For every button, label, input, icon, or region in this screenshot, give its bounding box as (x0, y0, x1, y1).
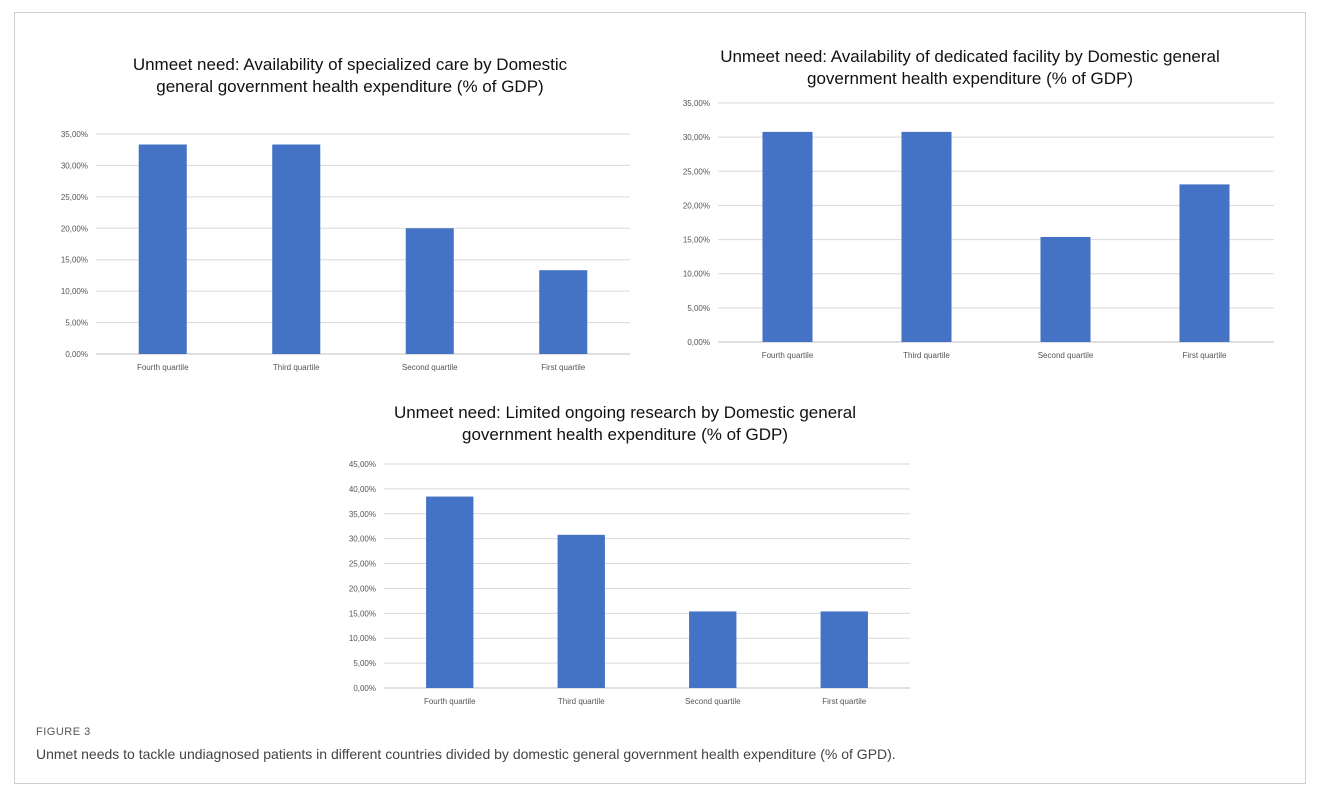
chart-title: Unmeet need: Availability of specialized… (132, 55, 568, 96)
bar (762, 131, 813, 342)
bar (405, 228, 454, 354)
x-tick-label: Fourth quartile (762, 351, 814, 360)
y-tick-label: 30,00% (61, 161, 88, 170)
y-tick-label: 20,00% (61, 224, 88, 233)
bar (557, 534, 605, 688)
y-tick-label: 0,00% (687, 338, 710, 347)
y-tick-label: 10,00% (61, 287, 88, 296)
x-tick-label: Second quartile (402, 363, 458, 372)
x-tick-label: Fourth quartile (137, 363, 189, 372)
x-tick-label: First quartile (541, 363, 586, 372)
bar (1040, 236, 1091, 342)
bar (138, 144, 187, 354)
chart-plot: 0,00% 5,00% 10,00% 15,00% 20,00% 25,00% 30,00%… (683, 99, 1274, 360)
figure-frame (14, 12, 1306, 784)
bar (539, 270, 588, 354)
chart-dedicated-facility: Unmeet need: Availability of dedicated f… (660, 46, 1290, 376)
y-tick-label: 20,00% (349, 584, 376, 593)
x-tick-label: Third quartile (558, 697, 605, 706)
bar (901, 131, 952, 342)
y-tick-label: 15,00% (61, 256, 88, 265)
y-tick-label: 25,00% (61, 193, 88, 202)
figure-label: FIGURE 3 (36, 726, 91, 738)
x-tick-label: Third quartile (903, 351, 950, 360)
y-tick-label: 15,00% (683, 236, 710, 245)
y-tick-label: 5,00% (353, 659, 376, 668)
bar (1179, 184, 1230, 342)
x-tick-label: First quartile (1182, 351, 1227, 360)
x-tick-label: Second quartile (685, 697, 741, 706)
y-tick-label: 20,00% (683, 201, 710, 210)
chart-ongoing-research: Unmeet need: Limited ongoing research by… (320, 402, 930, 712)
y-tick-label: 0,00% (353, 684, 376, 693)
y-tick-label: 35,00% (349, 510, 376, 519)
y-tick-label: 10,00% (683, 270, 710, 279)
bar (426, 496, 474, 688)
y-tick-label: 30,00% (349, 535, 376, 544)
y-tick-label: 25,00% (683, 167, 710, 176)
bar (820, 611, 868, 688)
y-tick-label: 5,00% (687, 304, 710, 313)
chart-title: Unmeet need: Limited ongoing research by… (393, 403, 857, 444)
x-tick-label: First quartile (822, 697, 867, 706)
chart-title: Unmeet need: Availability of dedicated f… (720, 47, 1220, 88)
x-tick-label: Second quartile (1038, 351, 1094, 360)
y-tick-label: 40,00% (349, 485, 376, 494)
y-tick-label: 35,00% (683, 99, 710, 108)
bar (272, 144, 321, 354)
bar (689, 611, 737, 688)
y-tick-label: 15,00% (349, 609, 376, 618)
chart-plot: 0,00% 5,00% 10,00% 15,00% 20,00% 25,00% 30,00%… (349, 460, 910, 706)
y-tick-label: 25,00% (349, 560, 376, 569)
chart-specialized-care: Unmeet need: Availability of specialized… (40, 54, 640, 384)
y-tick-label: 5,00% (65, 319, 88, 328)
y-tick-label: 35,00% (61, 130, 88, 139)
x-tick-label: Fourth quartile (424, 697, 476, 706)
chart-plot: 0,00% 5,00% 10,00% 15,00% 20,00% 25,00% 30,00%… (61, 130, 630, 372)
y-tick-label: 30,00% (683, 133, 710, 142)
y-tick-label: 45,00% (349, 460, 376, 469)
y-tick-label: 0,00% (65, 350, 88, 359)
figure-caption: Unmet needs to tackle undiagnosed patien… (36, 746, 896, 762)
x-tick-label: Third quartile (273, 363, 320, 372)
y-tick-label: 10,00% (349, 634, 376, 643)
